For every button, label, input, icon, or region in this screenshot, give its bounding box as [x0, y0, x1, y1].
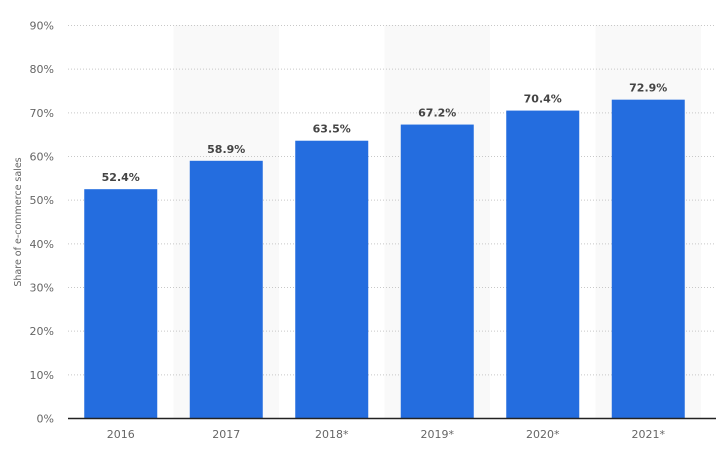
data-label: 63.5% — [313, 123, 351, 136]
data-label: 72.9% — [629, 82, 667, 95]
data-label: 67.2% — [418, 107, 456, 120]
y-tick-label: 10% — [30, 369, 54, 382]
y-tick-label: 50% — [30, 194, 54, 207]
bar-2017 — [189, 160, 263, 418]
x-tick-label: 2018* — [315, 428, 349, 441]
y-tick-label: 0% — [37, 413, 54, 426]
y-tick-label: 90% — [30, 20, 54, 33]
bar-2016 — [84, 189, 158, 418]
data-label: 58.9% — [207, 143, 245, 156]
data-label: 52.4% — [102, 171, 140, 184]
y-tick-label: 70% — [30, 107, 54, 120]
y-tick-label: 60% — [30, 151, 54, 164]
bar-2019 — [400, 124, 474, 418]
data-label: 70.4% — [524, 93, 562, 106]
y-tick-label: 40% — [30, 238, 54, 251]
x-tick-label: 2016 — [107, 428, 135, 441]
x-tick-label: 2019* — [421, 428, 455, 441]
x-tick-label: 2020* — [526, 428, 560, 441]
y-tick-label: 30% — [30, 282, 54, 295]
bar-2020 — [506, 110, 580, 418]
bar-2021 — [611, 99, 685, 419]
bar-2018 — [295, 140, 369, 418]
x-tick-label: 2017 — [212, 428, 240, 441]
x-tick-label: 2021* — [632, 428, 666, 441]
y-tick-label: 80% — [30, 63, 54, 76]
y-axis-label: Share of e-commerce sales — [13, 157, 24, 286]
y-tick-label: 20% — [30, 325, 54, 338]
